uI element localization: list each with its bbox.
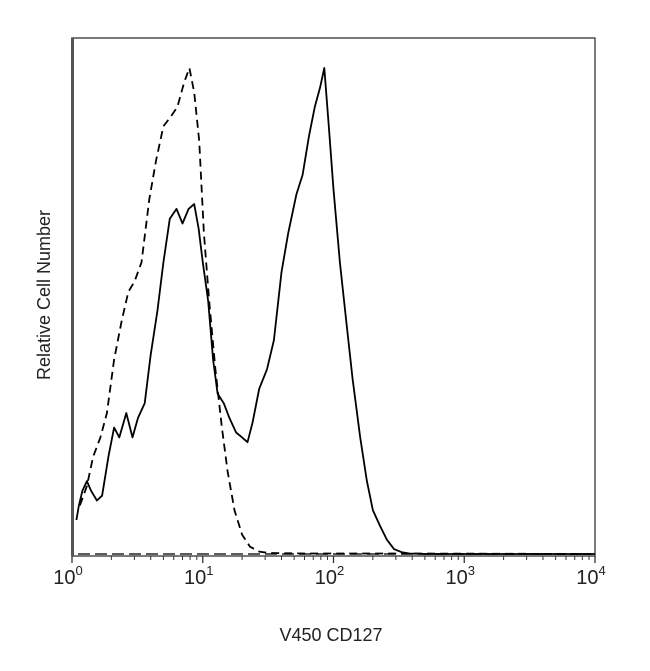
x-tick-label: 100 (53, 563, 82, 589)
x-axis-ticks: 100 101 102 103 104 (53, 556, 606, 589)
x-tick-label-exponent: 1 (206, 563, 213, 578)
x-tick-label-exponent: 3 (468, 563, 475, 578)
x-tick-label-base: 10 (315, 567, 337, 589)
x-tick-label: 104 (576, 563, 605, 589)
solid-histogram-line (75, 67, 595, 555)
series-layer (75, 67, 596, 555)
x-tick-label-exponent: 0 (76, 563, 83, 578)
x-tick-label: 102 (315, 563, 344, 589)
x-tick-label-base: 10 (184, 567, 206, 589)
x-tick-label-exponent: 4 (599, 563, 606, 578)
x-axis-title: V450 CD127 (279, 625, 382, 645)
x-tick-label-exponent: 2 (337, 563, 344, 578)
x-tick-label: 103 (446, 563, 475, 589)
y-axis-title: Relative Cell Number (34, 210, 54, 380)
dashed-histogram-line (79, 67, 596, 555)
plot-frame (71, 37, 596, 557)
x-tick-label-base: 10 (576, 567, 598, 589)
x-tick-label-base: 10 (53, 567, 75, 589)
x-tick-label-base: 10 (446, 567, 468, 589)
x-tick-label: 101 (184, 563, 213, 589)
